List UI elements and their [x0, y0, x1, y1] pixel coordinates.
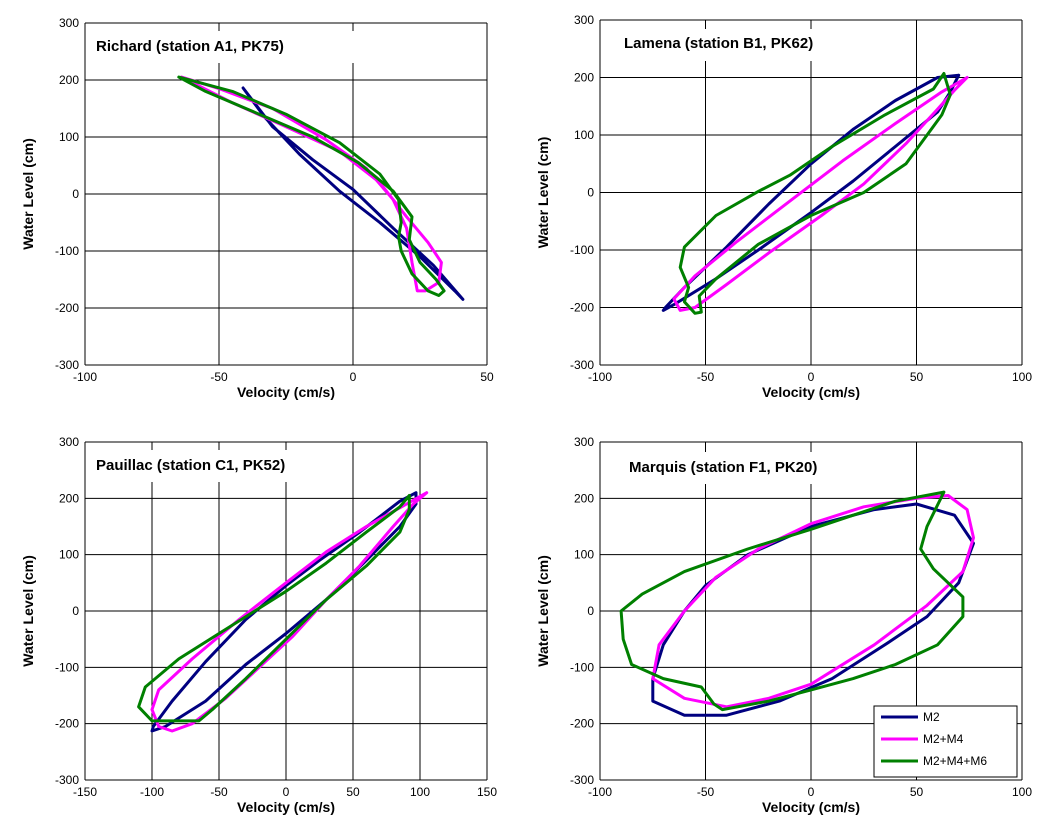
y-tick-label: -300: [570, 773, 594, 787]
legend-label: M2+M4: [923, 732, 964, 746]
y-tick-label: 0: [72, 604, 79, 618]
x-tick-label: 50: [910, 785, 924, 799]
x-axis-label: Velocity (cm/s): [762, 384, 860, 400]
chart-title: Lamena (station B1, PK62): [624, 35, 813, 52]
x-tick-label: -100: [140, 785, 164, 799]
y-axis-label: Water Level (cm): [20, 138, 36, 250]
x-tick-label: -50: [697, 785, 715, 799]
y-tick-label: -100: [570, 660, 594, 674]
x-axis-label: Velocity (cm/s): [237, 384, 335, 400]
series-line-m2-m4-m6: [137, 494, 411, 723]
y-tick-label: -200: [570, 301, 594, 315]
series-line-m2-m4: [150, 491, 429, 733]
series-line-m2: [661, 73, 961, 312]
y-tick-label: -300: [55, 358, 79, 372]
y-tick-label: 0: [587, 186, 594, 200]
x-tick-label: -50: [210, 785, 228, 799]
series-line-m2-m4: [672, 76, 969, 312]
y-tick-label: -300: [55, 773, 79, 787]
legend: M2 M2+M4 M2+M4+M6: [873, 705, 1018, 778]
chart-title: Pauillac (station C1, PK52): [96, 457, 285, 474]
series-line-m2: [241, 86, 465, 301]
y-tick-label: 300: [59, 16, 79, 30]
y-tick-label: -100: [570, 243, 594, 257]
chart-panel-1: -100 -50 0 50 -300 -200 -100 0 100 200 300 Velocity…: [20, 16, 494, 400]
y-tick-label: 100: [59, 130, 79, 144]
y-tick-label: 200: [59, 491, 79, 505]
y-tick-label: 100: [59, 548, 79, 562]
y-tick-label: -200: [55, 717, 79, 731]
y-tick-label: 100: [574, 548, 594, 562]
x-tick-label: -100: [73, 370, 97, 384]
y-tick-label: -300: [570, 358, 594, 372]
x-tick-label: 0: [283, 785, 290, 799]
y-tick-label: 200: [574, 491, 594, 505]
x-tick-label: 50: [346, 785, 360, 799]
y-tick-label: 200: [574, 71, 594, 85]
chart-panel-4: -100 -50 0 50 100 -300 -200 -100 0 100 200 300 Veloc…: [535, 435, 1032, 815]
x-axis-label: Velocity (cm/s): [237, 799, 335, 815]
x-tick-label: -50: [697, 370, 715, 384]
y-tick-label: 0: [72, 187, 79, 201]
x-tick-label: 100: [1012, 370, 1032, 384]
y-axis-label: Water Level (cm): [20, 555, 36, 667]
x-tick-label: -100: [588, 785, 612, 799]
x-tick-label: 100: [1012, 785, 1032, 799]
title-background: [619, 452, 857, 484]
y-tick-label: 0: [587, 604, 594, 618]
chart-panel-3: -150 -100 -50 0 50 100 150 -300 -200 -100 0 100 200 3…: [20, 435, 497, 815]
y-tick-label: -100: [55, 244, 79, 258]
x-tick-label: -50: [210, 370, 228, 384]
x-tick-label: 0: [808, 785, 815, 799]
x-tick-label: 150: [477, 785, 497, 799]
x-tick-label: 0: [350, 370, 357, 384]
y-tick-label: -100: [55, 660, 79, 674]
series-line-m2-m4-m6: [619, 490, 965, 712]
legend-label: M2: [923, 710, 940, 724]
x-tick-label: 50: [910, 370, 924, 384]
y-tick-label: -200: [55, 301, 79, 315]
series-line-m2-m4-m6: [678, 72, 952, 315]
y-tick-label: 200: [59, 73, 79, 87]
legend-label: M2+M4+M6: [923, 754, 987, 768]
y-axis-label: Water Level (cm): [535, 555, 551, 667]
series-line-m2: [150, 491, 418, 733]
y-tick-label: -200: [570, 717, 594, 731]
x-tick-label: 50: [480, 370, 494, 384]
title-background: [86, 450, 352, 482]
y-tick-label: 100: [574, 128, 594, 142]
series-line-m2-m4: [651, 494, 975, 709]
y-tick-label: 300: [59, 435, 79, 449]
y-tick-label: 300: [574, 435, 594, 449]
x-tick-label: 100: [410, 785, 430, 799]
series-line-m2-m4-m6: [177, 75, 446, 297]
chart-title: Richard (station A1, PK75): [96, 38, 284, 55]
title-background: [614, 29, 859, 61]
y-tick-label: 300: [574, 13, 594, 27]
title-background: [86, 31, 354, 63]
chart-panel-2: -100 -50 0 50 100 -300 -200 -100 0 100 200 300 Veloc…: [535, 13, 1032, 400]
x-axis-label: Velocity (cm/s): [762, 799, 860, 815]
x-tick-label: 0: [808, 370, 815, 384]
y-axis-label: Water Level (cm): [535, 137, 551, 249]
series-line-m2-m4: [180, 75, 443, 293]
chart-title: Marquis (station F1, PK20): [629, 459, 817, 476]
x-tick-label: -100: [588, 370, 612, 384]
x-tick-label: -150: [73, 785, 97, 799]
